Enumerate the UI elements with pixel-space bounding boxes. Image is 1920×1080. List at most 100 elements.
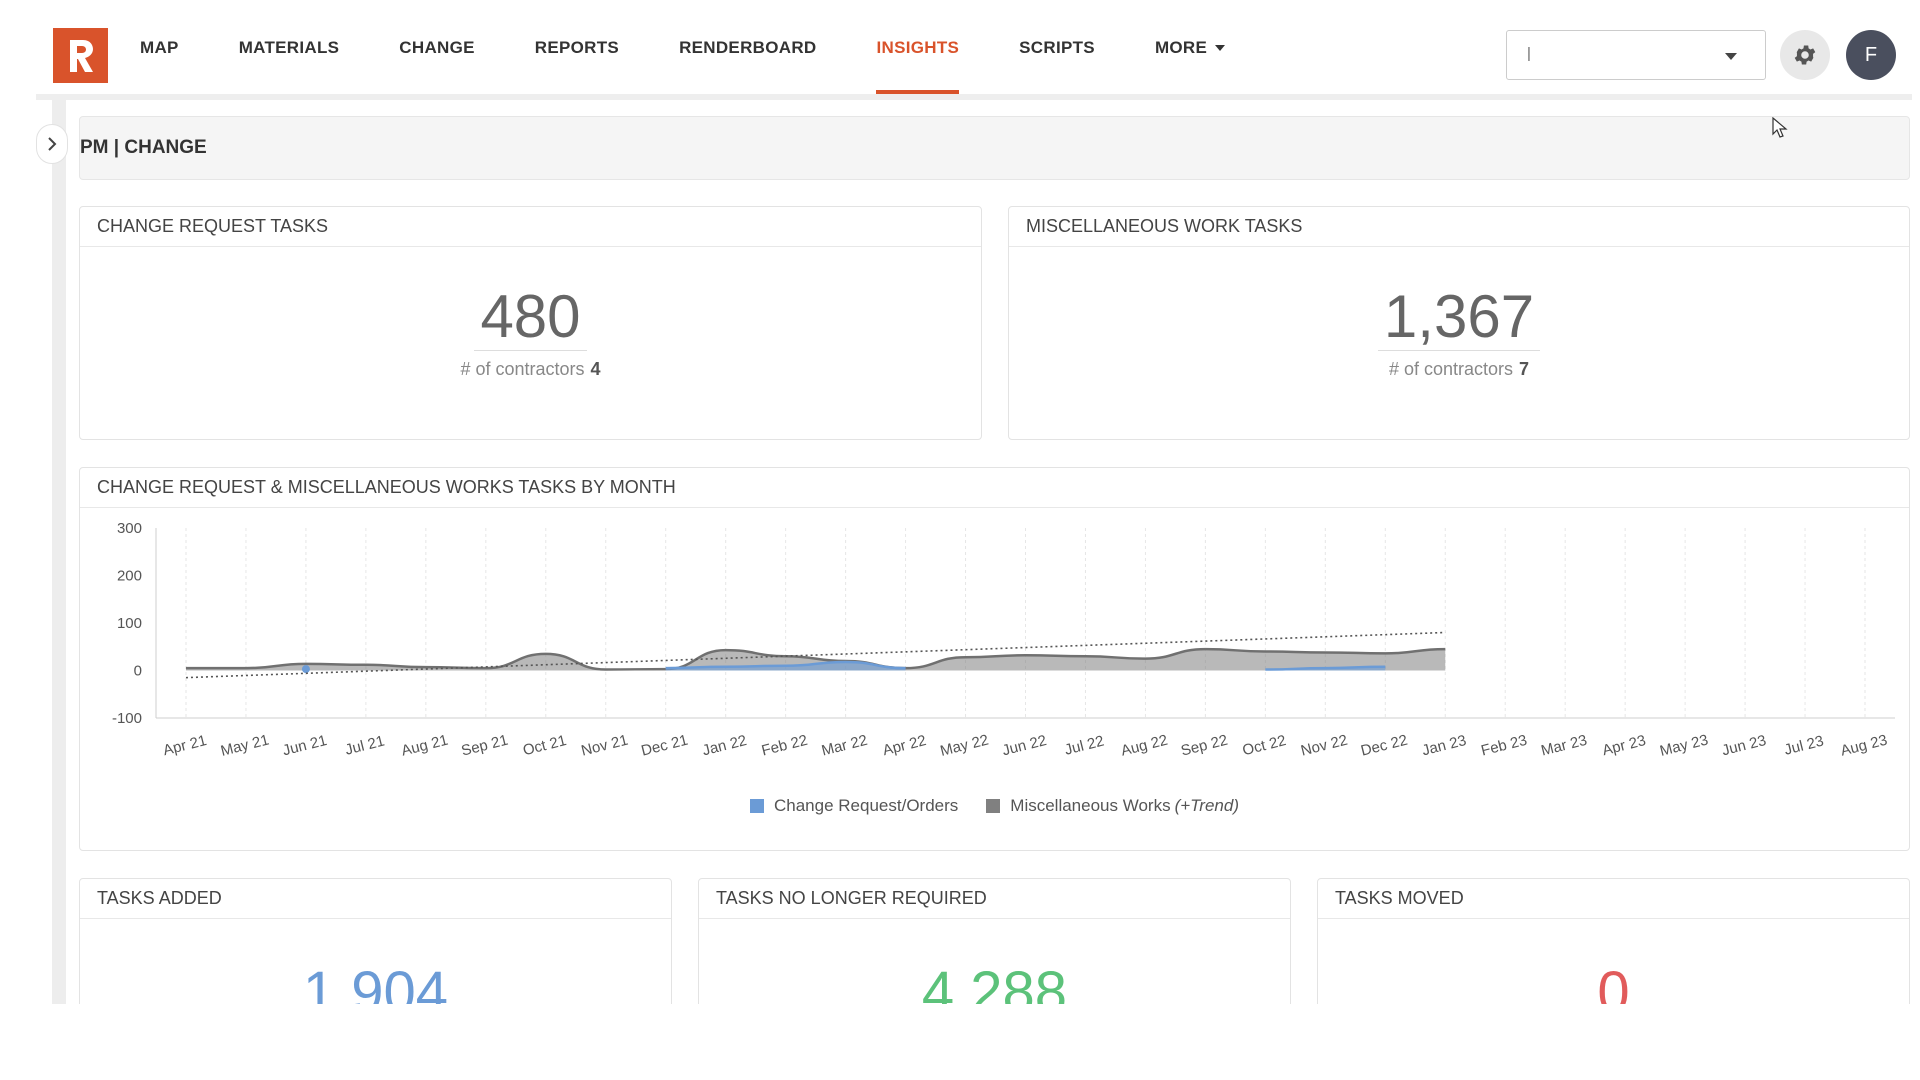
nav-item-label: MATERIALS	[238, 38, 340, 57]
card-title: CHANGE REQUEST & MISCELLANEOUS WORKS TAS…	[80, 468, 1909, 508]
x-tick-label: Jul 22	[1063, 733, 1106, 759]
y-tick-label: 300	[117, 520, 142, 537]
x-tick-label: Jan 23	[1420, 732, 1468, 759]
x-tick-label: Jan 22	[701, 732, 749, 759]
card-title: TASKS ADDED	[80, 879, 671, 919]
page-title: PM | CHANGE	[80, 137, 207, 158]
nav-item-label: MAP	[140, 38, 179, 57]
r-logo[interactable]	[53, 28, 108, 83]
nav-item-change[interactable]: CHANGE	[379, 0, 494, 96]
x-tick-label: May 23	[1658, 731, 1710, 759]
card-title: CHANGE REQUEST TASKS	[80, 207, 981, 247]
nav-item-label: SCRIPTS	[1019, 38, 1095, 57]
mouse-cursor-icon	[1772, 117, 1788, 138]
x-tick-label: Apr 22	[881, 732, 928, 759]
x-tick-label: Aug 22	[1119, 732, 1169, 760]
misc-work-count: 1,367	[1377, 285, 1541, 351]
nav-item-materials[interactable]: MATERIALS	[219, 0, 360, 96]
chevron-right-icon	[48, 137, 57, 151]
nav-item-label: RENDERBOARD	[679, 38, 817, 57]
nav-item-insights[interactable]: INSIGHTS	[856, 0, 979, 96]
x-tick-label: Jun 21	[281, 732, 329, 759]
sidebar-toggle-button[interactable]	[36, 124, 68, 164]
card-title: MISCELLANEOUS WORK TASKS	[1009, 207, 1909, 247]
page-title-bar: PM | CHANGE	[79, 116, 1910, 180]
legend-item[interactable]: Change Request/Orders	[750, 796, 958, 816]
x-tick-label: Apr 21	[161, 732, 208, 759]
contractors-count: 4	[590, 359, 601, 379]
misc-works-line	[185, 647, 1446, 671]
x-tick-label: May 21	[219, 731, 271, 759]
nav-item-label: MORE	[1154, 38, 1208, 57]
misc-work-tasks-card: MISCELLANEOUS WORK TASKS 1,367 # of cont…	[1008, 206, 1910, 440]
chart-legend: Change Request/Orders Miscellaneous Works…	[80, 796, 1909, 816]
card-title: TASKS MOVED	[1318, 879, 1909, 919]
viewport-bottom	[0, 1004, 1920, 1080]
x-tick-label: May 22	[939, 731, 991, 759]
x-tick-label: Jun 23	[1720, 732, 1768, 759]
x-tick-label: Feb 22	[760, 732, 809, 760]
x-tick-label: Sep 21	[460, 732, 510, 760]
nav-item-map[interactable]: MAP	[120, 0, 199, 96]
legend-note: (+Trend)	[1174, 796, 1239, 815]
trend-line	[185, 631, 1446, 679]
change-request-tasks-card: CHANGE REQUEST TASKS 480 # of contractor…	[79, 206, 982, 440]
x-tick-label: Nov 22	[1299, 732, 1349, 760]
legend-label: Miscellaneous Works	[1010, 796, 1171, 815]
x-tick-label: Apr 23	[1601, 732, 1648, 759]
nav-item-scripts[interactable]: SCRIPTS	[999, 0, 1115, 96]
y-tick-label: 100	[117, 615, 142, 632]
change-request-line	[665, 660, 906, 670]
change-request-line	[1265, 665, 1386, 671]
tasks-by-month-chart: 300 200 100 0 -100 Apr 21 May 21 Jun 21 Jul 21 Au…	[112, 520, 1895, 760]
x-tick-label: Mar 22	[820, 732, 869, 760]
project-select[interactable]: |	[1506, 30, 1766, 80]
x-tick-label: Aug 21	[400, 732, 450, 760]
header-divider	[36, 94, 1912, 100]
main-nav: MAP MATERIALS CHANGE REPORTS RENDERBOARD INSI…	[120, 0, 1265, 96]
nav-item-label: INSIGHTS	[876, 38, 960, 57]
x-tick-label: Aug 23	[1839, 732, 1889, 760]
x-tick-label: Sep 22	[1179, 732, 1229, 760]
project-select-value: |	[1527, 45, 1531, 62]
nav-item-label: CHANGE	[399, 38, 475, 57]
change-request-point	[301, 665, 310, 674]
nav-item-renderboard[interactable]: RENDERBOARD	[659, 0, 836, 96]
contractors-line: # of contractors 4	[80, 359, 981, 380]
legend-item[interactable]: Miscellaneous Works (+Trend)	[986, 796, 1239, 816]
x-tick-label: Oct 21	[521, 732, 568, 759]
left-rail	[52, 100, 66, 1004]
x-tick-label: Jul 23	[1782, 733, 1825, 759]
x-tick-label: Jun 22	[1001, 732, 1049, 759]
contractors-label: # of contractors	[460, 359, 585, 379]
nav-item-reports[interactable]: REPORTS	[515, 0, 639, 96]
y-tick-label: 0	[134, 663, 142, 680]
x-tick-label: Feb 23	[1479, 732, 1528, 760]
nav-item-more[interactable]: MORE	[1135, 0, 1245, 96]
gear-icon	[1794, 45, 1816, 65]
chevron-down-icon	[1725, 53, 1737, 60]
tasks-by-month-chart-card: CHANGE REQUEST & MISCELLANEOUS WORKS TAS…	[79, 467, 1910, 851]
y-tick-label: -100	[112, 710, 142, 727]
legend-swatch	[986, 799, 1001, 813]
y-tick-label: 200	[117, 568, 142, 585]
x-tick-label: Dec 21	[640, 732, 690, 760]
card-title: TASKS NO LONGER REQUIRED	[699, 879, 1290, 919]
r-logo-glyph	[69, 39, 93, 72]
contractors-label: # of contractors	[1388, 359, 1514, 379]
legend-swatch	[750, 799, 764, 813]
contractors-count: 7	[1519, 359, 1530, 379]
settings-button[interactable]	[1780, 30, 1830, 80]
change-request-count: 480	[474, 285, 587, 351]
x-tick-label: Dec 22	[1359, 732, 1409, 760]
x-tick-label: Mar 23	[1539, 732, 1588, 760]
x-tick-label: Oct 22	[1241, 732, 1288, 759]
nav-item-label: REPORTS	[534, 38, 620, 57]
contractors-line: # of contractors 7	[1009, 359, 1909, 380]
user-avatar[interactable]: F	[1846, 30, 1896, 80]
top-nav-bar: MAP MATERIALS CHANGE REPORTS RENDERBOARD INSI…	[0, 0, 1920, 98]
legend-label: Change Request/Orders	[774, 796, 959, 815]
caret-down-icon	[1215, 45, 1226, 51]
x-tick-label: Nov 21	[580, 732, 630, 760]
